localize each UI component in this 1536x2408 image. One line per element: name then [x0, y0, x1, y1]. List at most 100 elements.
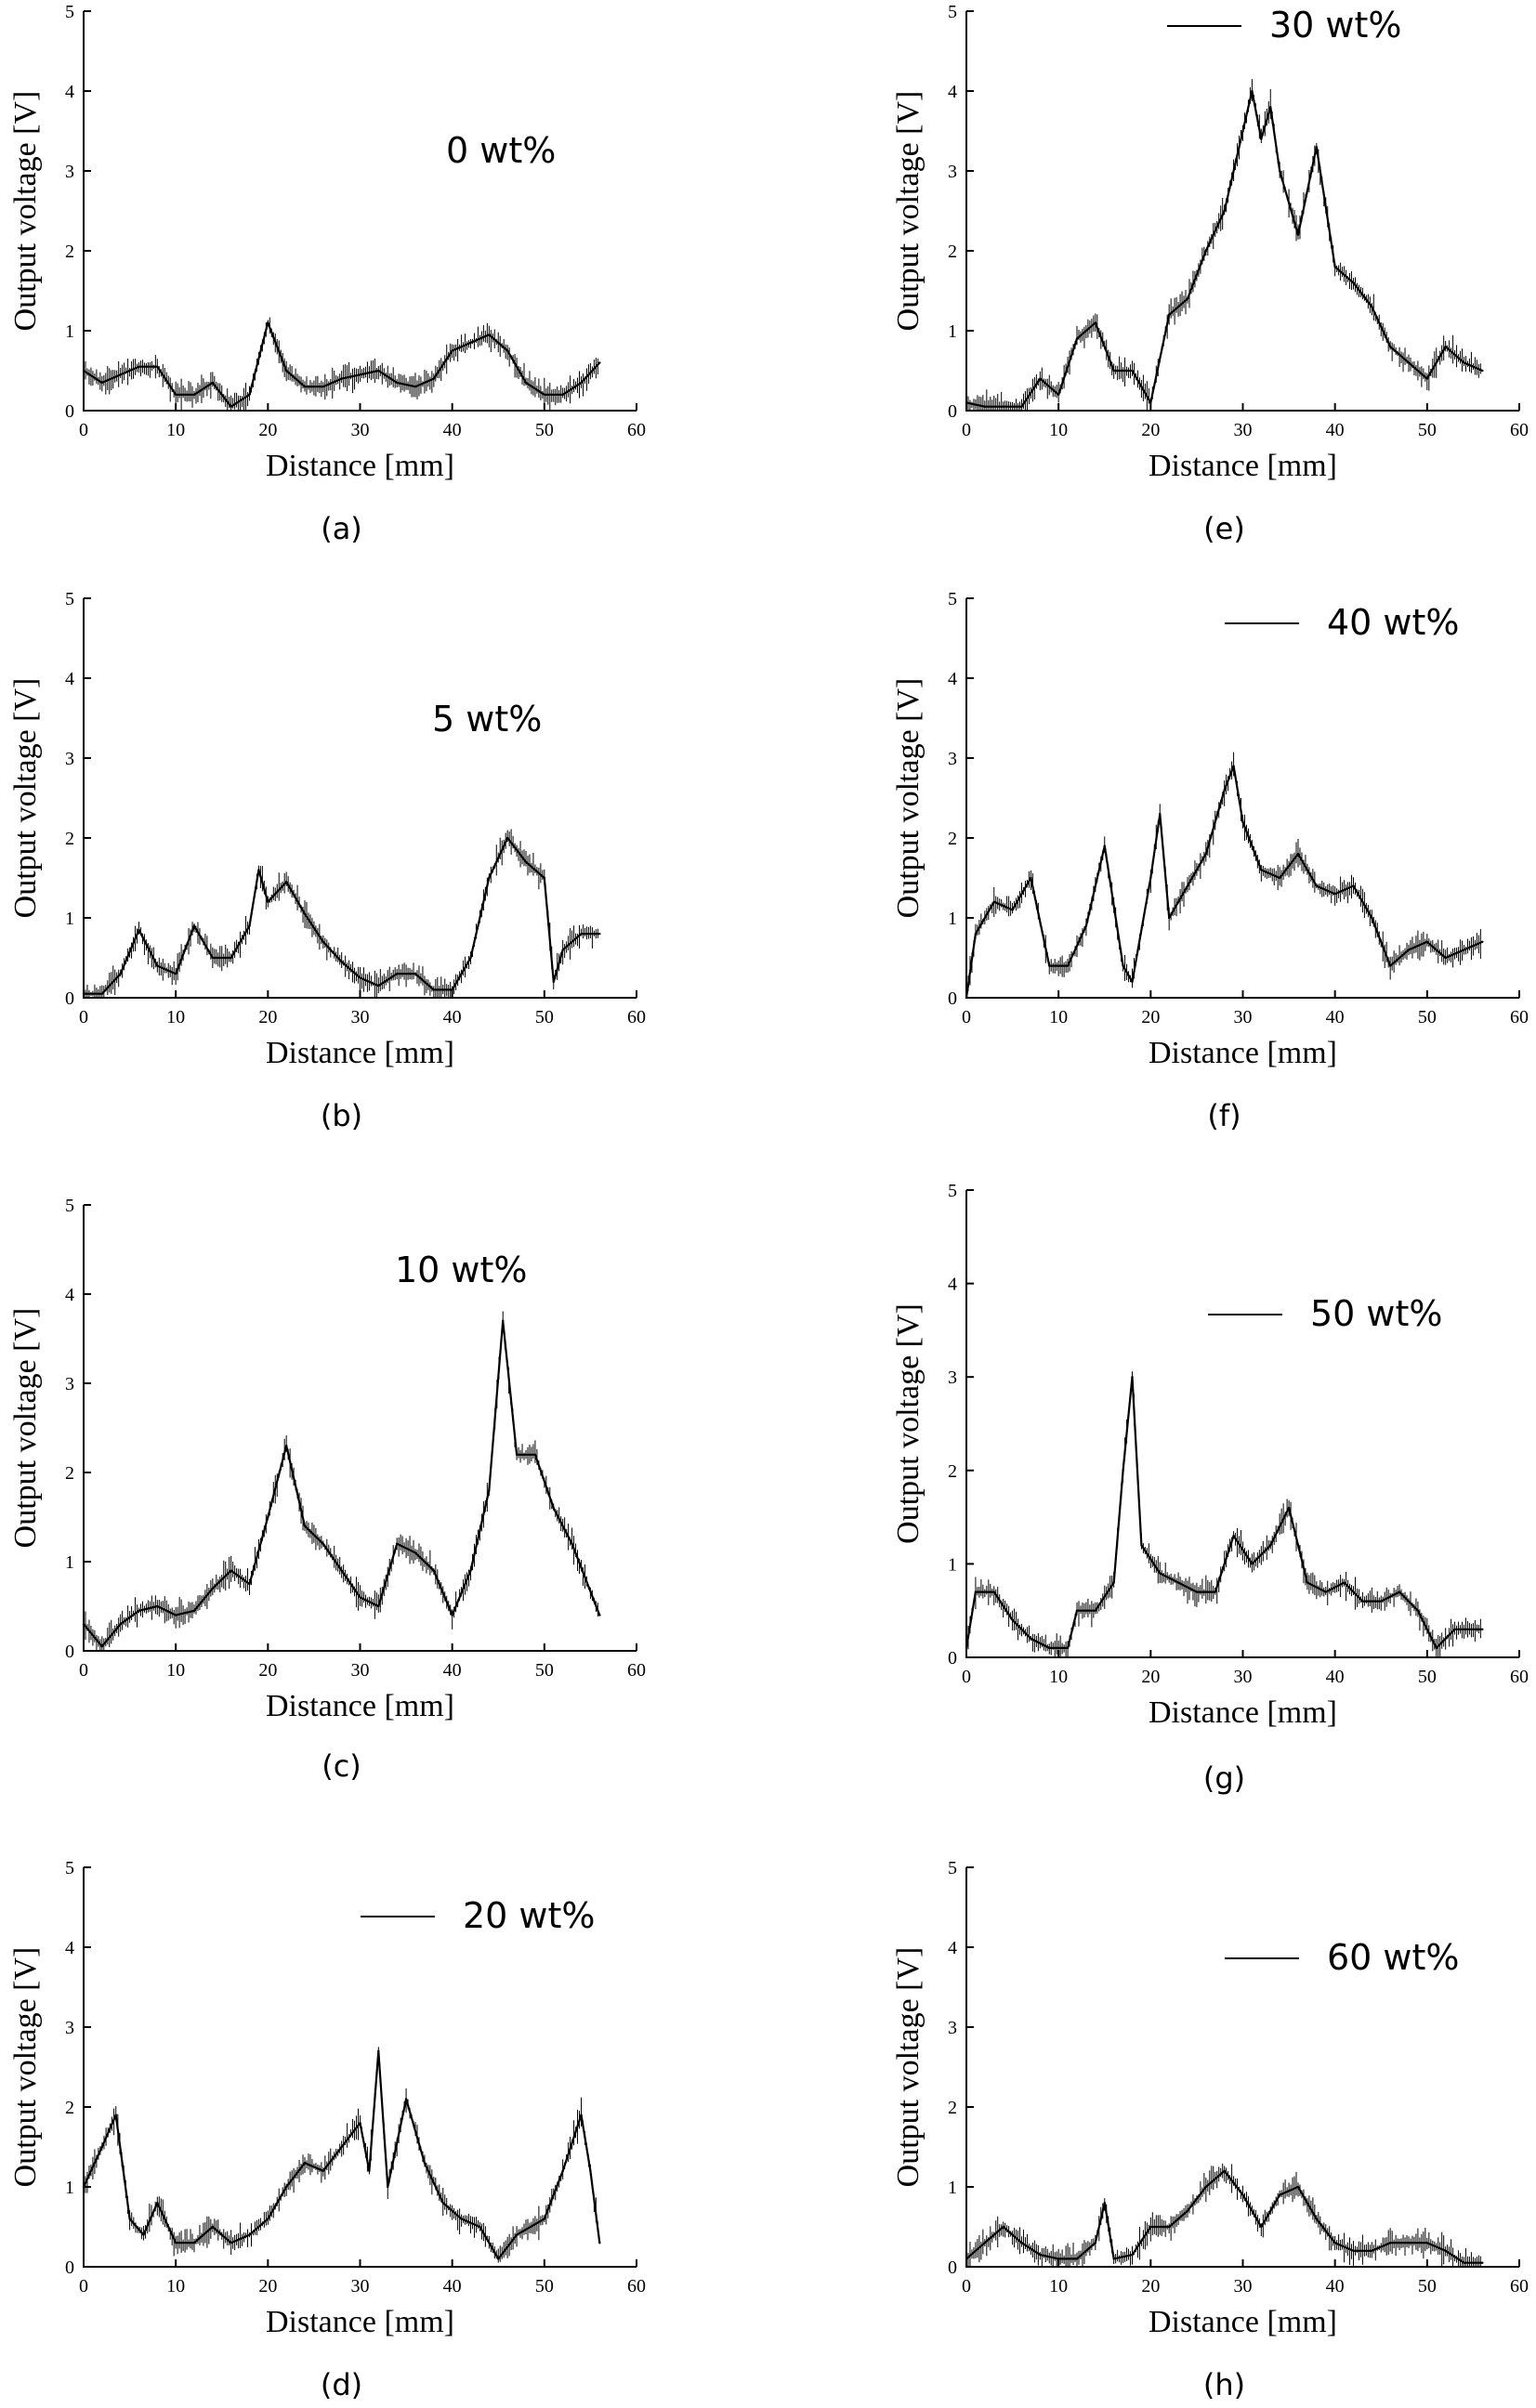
data-point	[82, 2185, 85, 2189]
data-point	[1103, 2202, 1106, 2205]
data-point	[1131, 1376, 1134, 1379]
y-tick-label: 0	[65, 2258, 74, 2278]
x-tick-label: 30	[351, 1660, 370, 1681]
data-point	[1453, 1628, 1456, 1631]
data-point	[469, 1569, 472, 1572]
data-point	[1287, 1506, 1291, 1510]
x-tick-label: 40	[443, 1660, 462, 1681]
data-point	[965, 1646, 968, 1650]
data-point	[1352, 2249, 1355, 2252]
data-point	[1269, 106, 1272, 109]
x-tick-label: 60	[627, 2276, 646, 2297]
data-point	[395, 1542, 399, 1546]
y-tick-label: 2	[65, 242, 74, 262]
data-point	[414, 386, 417, 388]
data-series-line	[83, 2049, 601, 2260]
x-tick-label: 20	[1141, 1667, 1160, 1687]
data-point	[543, 393, 546, 396]
y-tick-label: 4	[948, 669, 957, 689]
data-point	[451, 1614, 453, 1616]
legend-label: 50 wt%	[1310, 1293, 1443, 1334]
data-point	[1260, 869, 1263, 871]
data-point	[359, 976, 361, 979]
noise-band	[965, 1371, 1481, 1657]
x-tick-label: 50	[1418, 2276, 1437, 2297]
data-point	[230, 956, 232, 960]
data-point	[1030, 876, 1032, 880]
y-tick-label: 2	[948, 829, 957, 849]
data-point	[1176, 1581, 1180, 1584]
panel-label: (d)	[321, 2367, 362, 2402]
data-point	[1057, 393, 1060, 396]
x-tick-label: 0	[79, 1007, 88, 1027]
x-tick-label: 60	[627, 1660, 646, 1681]
y-tick-label: 4	[948, 82, 957, 102]
x-tick-label: 20	[1141, 2276, 1160, 2297]
data-point	[257, 869, 260, 871]
x-tick-label: 0	[962, 1007, 971, 1027]
data-point	[1094, 321, 1097, 324]
x-tick-label: 60	[1510, 1007, 1529, 1027]
panel-label: (f)	[1207, 1098, 1241, 1133]
data-point	[377, 369, 380, 373]
data-point	[100, 381, 104, 385]
data-point	[211, 2225, 215, 2229]
legend-label: 5 wt%	[432, 699, 542, 739]
y-tick-label: 0	[948, 2258, 957, 2278]
data-point	[267, 321, 269, 324]
data-point	[174, 2242, 177, 2244]
data-point	[561, 393, 564, 396]
data-point	[1167, 916, 1171, 920]
data-point	[119, 1623, 122, 1626]
data-point	[533, 1453, 537, 1457]
data-point	[488, 1489, 491, 1492]
y-tick-label: 0	[948, 401, 957, 422]
data-point	[992, 1590, 995, 1593]
data-point	[1066, 1646, 1070, 1650]
axes-frame	[965, 1867, 1519, 2268]
data-point	[1463, 2261, 1465, 2264]
data-series-line	[965, 765, 1483, 999]
data-point	[211, 956, 215, 960]
x-tick-label: 50	[1418, 420, 1437, 440]
data-point	[284, 1445, 288, 1447]
data-point	[1011, 1618, 1014, 1621]
data-point	[1333, 893, 1336, 896]
x-axis-label: Distance [mm]	[1149, 1036, 1337, 1070]
y-tick-label: 4	[948, 1275, 957, 1295]
x-tick-label: 60	[627, 420, 646, 440]
data-point	[515, 1453, 519, 1457]
x-tick-label: 10	[166, 420, 185, 440]
data-point	[1011, 909, 1014, 911]
legend-label: 20 wt%	[463, 1895, 596, 1936]
y-tick-label: 3	[65, 2018, 74, 2038]
legend-label: 30 wt%	[1269, 5, 1402, 46]
data-point	[100, 1645, 104, 1648]
data-point	[192, 393, 196, 396]
data-point	[192, 2242, 196, 2244]
y-tick-label: 5	[65, 1196, 74, 1216]
data-point	[377, 1604, 380, 1608]
data-point	[1388, 2242, 1392, 2244]
y-tick-label: 5	[948, 589, 957, 609]
data-point	[451, 988, 453, 991]
data-point	[1371, 916, 1373, 920]
data-series-line	[965, 2169, 1483, 2264]
data-point	[156, 964, 159, 967]
y-axis-label: Output voltage [V]	[891, 91, 926, 332]
y-axis-label: Output voltage [V]	[891, 1947, 926, 2188]
x-axis-label: Distance [mm]	[266, 2305, 454, 2339]
data-point	[1149, 401, 1152, 404]
x-tick-label: 40	[1326, 420, 1345, 440]
x-tick-label: 0	[79, 2276, 88, 2297]
x-tick-label: 30	[351, 1007, 370, 1027]
data-series-line	[965, 89, 1483, 408]
x-axis-label: Distance [mm]	[1149, 1695, 1337, 1730]
data-point	[1315, 146, 1319, 149]
x-tick-label: 10	[1049, 420, 1068, 440]
y-tick-label: 1	[948, 1554, 957, 1575]
data-point	[1343, 1581, 1346, 1584]
